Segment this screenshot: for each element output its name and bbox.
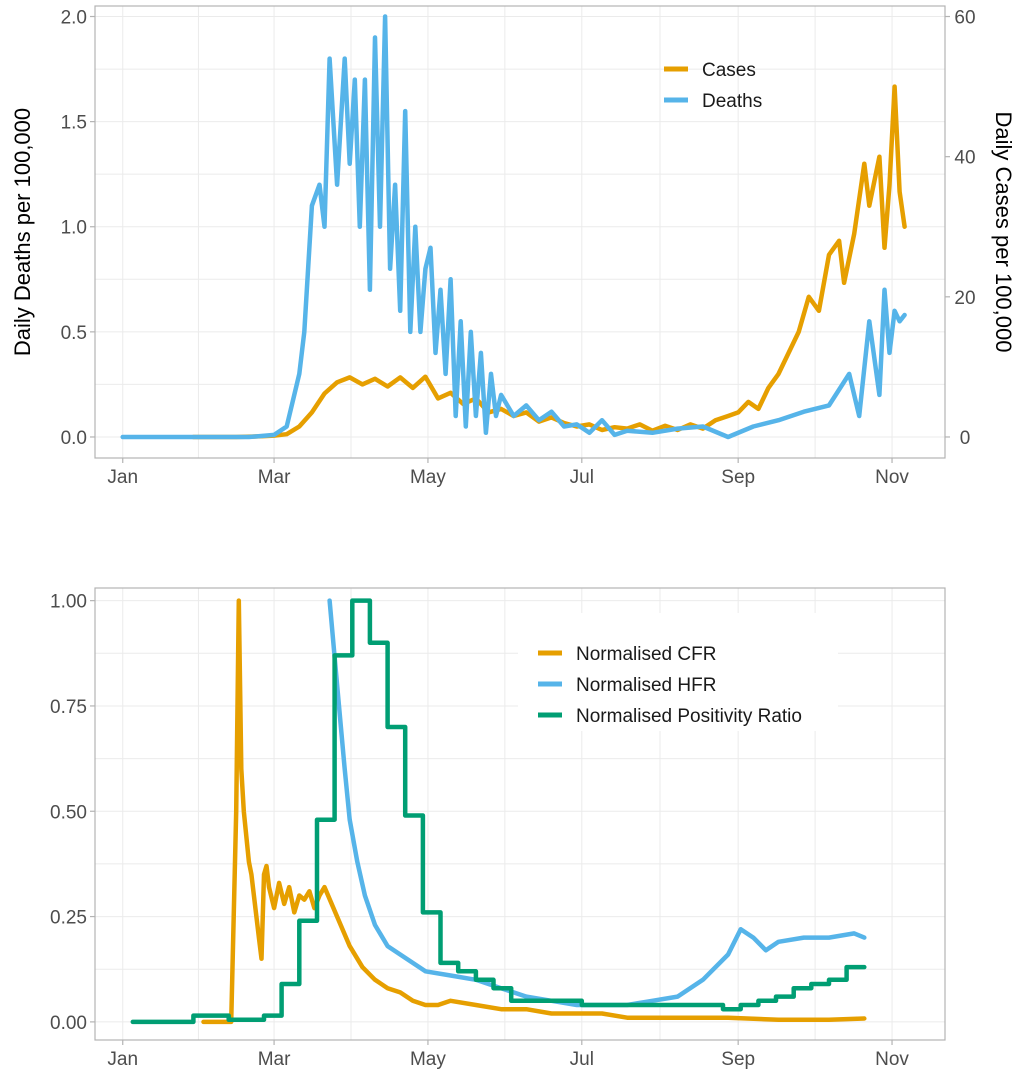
legend-background	[518, 613, 838, 731]
series-line-normalised-cfr	[201, 598, 867, 1025]
plot-frame	[94, 587, 946, 1041]
x-tick-label: Mar	[258, 1049, 291, 1070]
legend-label: Cases	[702, 60, 756, 81]
x-tick-label: May	[410, 467, 446, 488]
series-line-normalised-positivity-ratio	[130, 598, 867, 1025]
x-tick-label: Jan	[107, 1049, 138, 1070]
plot-frame	[94, 5, 946, 459]
legend: Cases Deaths	[664, 60, 762, 112]
y-tick-label: 0.0	[61, 428, 87, 449]
y2-tick-label: 20	[954, 288, 975, 309]
y-tick-label: 0.75	[50, 697, 87, 718]
x-tick-label: Mar	[258, 467, 291, 488]
series-line-deaths	[120, 14, 907, 440]
x-tick-label: Sep	[721, 467, 755, 488]
y-tick-label: 1.5	[61, 113, 87, 134]
y-tick-label: 1.0	[61, 218, 87, 239]
x-tick-label: Jul	[570, 1049, 594, 1070]
bottom-chart-panel: Jan Mar May Jul Sep Nov 0.00 0.25 0.50 0.75 1.00 No…	[50, 587, 946, 1070]
y-axis-title: Daily Deaths per 100,000	[10, 108, 35, 356]
x-tick-label: Nov	[875, 467, 909, 488]
y-tick-label: 0.00	[50, 1013, 87, 1034]
series-line-cases	[191, 84, 907, 440]
legend-label: Normalised HFR	[576, 675, 716, 696]
x-tick-label: Sep	[721, 1049, 755, 1070]
legend: Normalised CFR Normalised HFR Normalised P…	[518, 613, 838, 731]
y-tick-label: 1.00	[50, 592, 87, 613]
y-tick-label: 0.25	[50, 908, 87, 929]
x-tick-label: May	[410, 1049, 446, 1070]
legend-label: Normalised Positivity Ratio	[576, 706, 802, 727]
grid-lines	[95, 6, 945, 458]
x-tick-label: Jan	[107, 467, 138, 488]
legend-label: Normalised CFR	[576, 644, 716, 665]
y-tick-label: 0.5	[61, 323, 87, 344]
y2-axis-title: Daily Cases per 100,000	[991, 112, 1015, 353]
legend-label: Deaths	[702, 91, 762, 112]
x-tick-label: Nov	[875, 1049, 909, 1070]
x-tick-label: Jul	[570, 467, 594, 488]
y-tick-label: 0.50	[50, 802, 87, 823]
top-chart-panel: Jan Mar May Jul Sep Nov 0.0 0.5 1.0 1.5 2.0 0 20 40 60…	[10, 5, 1015, 488]
y-tick-label: 2.0	[61, 8, 87, 29]
y2-tick-label: 60	[954, 8, 975, 29]
y2-tick-label: 0	[960, 428, 971, 449]
y2-tick-label: 40	[954, 148, 975, 169]
